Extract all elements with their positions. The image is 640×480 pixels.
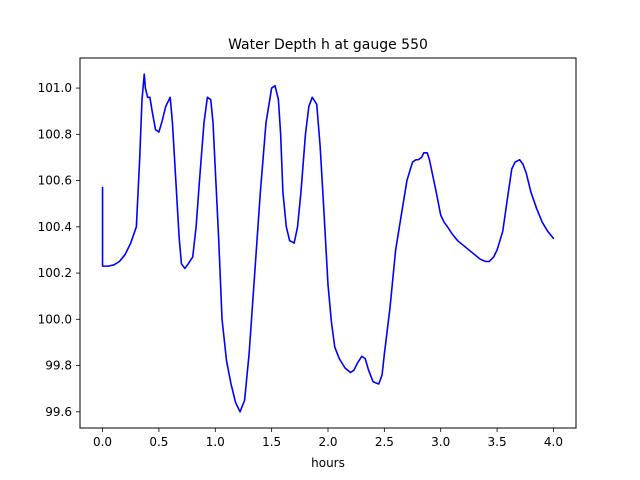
axes-frame [79, 57, 577, 429]
y-tick-label: 100.2 [38, 266, 72, 280]
x-tick-label: 2.5 [375, 435, 394, 449]
x-tick-label: 2.0 [318, 435, 337, 449]
y-tick-label: 100.6 [38, 174, 72, 188]
x-tick-label: 0.5 [149, 435, 168, 449]
x-tick-label: 1.5 [262, 435, 281, 449]
y-tick-label: 99.8 [45, 359, 72, 373]
axes-background [80, 58, 576, 428]
x-tick-label: 3.0 [431, 435, 450, 449]
y-tick-label: 100.8 [38, 127, 72, 141]
x-tick-label: 1.0 [206, 435, 225, 449]
x-axis-label: hours [311, 456, 345, 470]
x-tick-label: 0.0 [93, 435, 112, 449]
series-line [101, 73, 555, 413]
y-tick-label: 100.4 [38, 220, 72, 234]
chart-title: Water Depth h at gauge 550 [228, 37, 428, 53]
y-tick-label: 99.6 [45, 405, 72, 419]
y-tick-label: 101.0 [38, 81, 72, 95]
y-tick-label: 100.0 [38, 312, 72, 326]
x-tick-label: 3.5 [488, 435, 507, 449]
y-axis-ticks: 99.6 99.8 100.0 100.2 100.4 100.6 100.8 101.0 [38, 81, 80, 419]
x-tick-label: 4.0 [544, 435, 563, 449]
x-axis-ticks: 0.0 0.5 1.0 1.5 2.0 2.5 3.0 3.5 4.0 [93, 428, 563, 449]
plot-area: 0.0 0.5 1.0 1.5 2.0 2.5 3.0 3.5 4.0 99.6 99.8 100.… [38, 57, 577, 449]
